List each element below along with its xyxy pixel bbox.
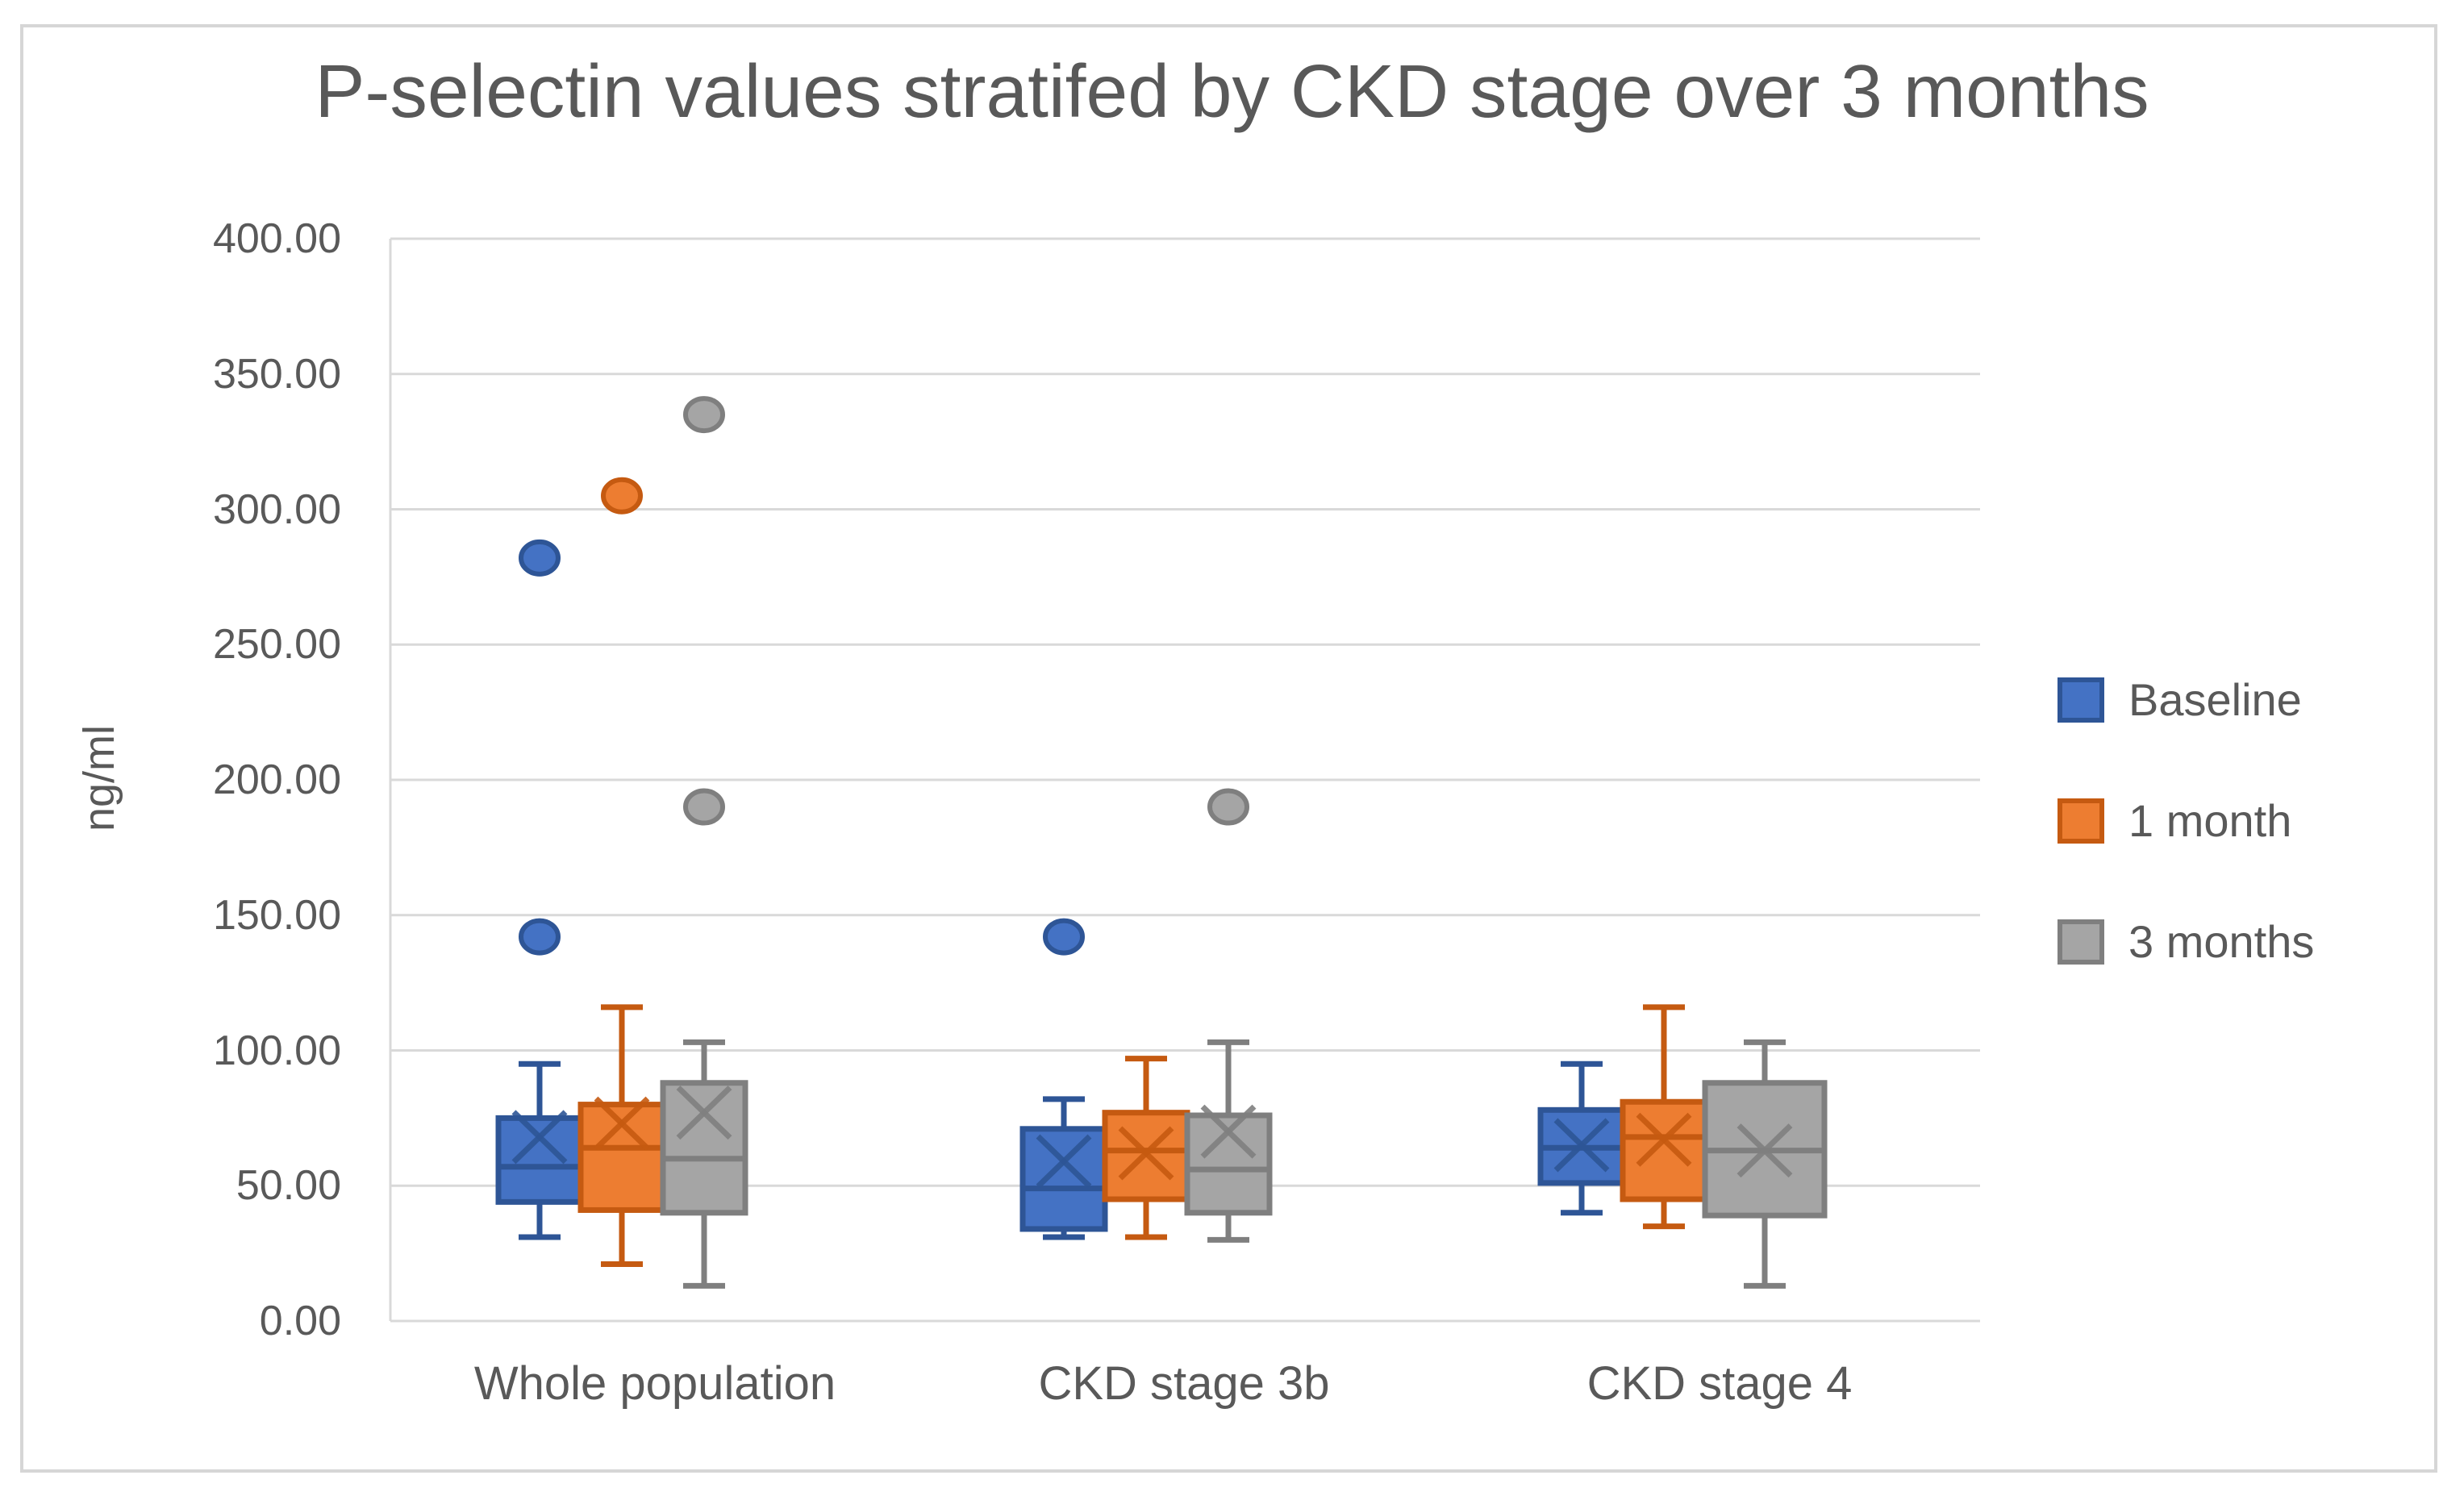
- iqr-box: [1620, 1098, 1708, 1202]
- boxplot-1-month-cat2: [1620, 1004, 1708, 1230]
- iqr-box: [495, 1115, 584, 1205]
- x-category-label: CKD stage 3b: [1038, 1357, 1330, 1410]
- legend-item-1-month: 1 month: [2058, 796, 2314, 846]
- legend: Baseline 1 month 3 months: [2058, 675, 2314, 1038]
- boxplot-3-months-cat1: [1184, 788, 1273, 1243]
- outlier-dot: [683, 396, 725, 434]
- chart-title: P-selectin values stratifed by CKD stage…: [315, 49, 2149, 133]
- mean-x-marker-icon: [1118, 1126, 1174, 1181]
- mean-x-marker-icon: [676, 1086, 732, 1140]
- boxplot-baseline-cat0: [495, 539, 584, 1240]
- boxplot-1-month-cat1: [1102, 1056, 1190, 1240]
- outlier-dot: [519, 539, 561, 577]
- y-tick-label: 50.00: [236, 1162, 341, 1210]
- y-tick-label: 400.00: [212, 215, 341, 262]
- mean-x-marker-icon: [1553, 1118, 1610, 1173]
- y-tick-label: 150.00: [212, 891, 341, 939]
- figure-border: [20, 24, 2437, 1473]
- iqr-box: [660, 1080, 748, 1216]
- outlier-dot: [601, 477, 643, 515]
- mean-x-marker-icon: [1036, 1134, 1092, 1189]
- legend-swatch-1-month-icon: [2058, 798, 2104, 844]
- boxplot-3-months-cat0: [660, 396, 748, 1289]
- legend-label-1-month: 1 month: [2128, 795, 2292, 846]
- mean-x-marker-icon: [1636, 1112, 1692, 1167]
- legend-item-3-months: 3 months: [2058, 917, 2314, 967]
- x-category-label: Whole population: [473, 1357, 836, 1410]
- outlier-dot: [1207, 788, 1249, 826]
- boxplot-baseline-cat1: [1019, 918, 1108, 1240]
- outlier-dot: [1043, 918, 1085, 956]
- legend-label-3-months: 3 months: [2128, 916, 2315, 967]
- y-tick-label: 200.00: [212, 756, 341, 803]
- boxplot-3-months-cat2: [1702, 1039, 1828, 1289]
- legend-label-baseline: Baseline: [2128, 674, 2302, 725]
- y-tick-label: 100.00: [212, 1027, 341, 1074]
- boxplot-baseline-cat2: [1537, 1061, 1626, 1216]
- mean-x-marker-icon: [1736, 1123, 1793, 1178]
- x-category-label: CKD stage 4: [1586, 1357, 1853, 1410]
- legend-item-baseline: Baseline: [2058, 675, 2314, 725]
- y-tick-label: 250.00: [212, 621, 341, 669]
- y-tick-label: 350.00: [212, 350, 341, 398]
- outlier-dot: [683, 788, 725, 826]
- legend-swatch-3-months-icon: [2058, 919, 2104, 965]
- mean-x-marker-icon: [594, 1096, 650, 1151]
- y-tick-label: 0.00: [259, 1298, 341, 1344]
- outlier-dot: [519, 918, 561, 956]
- iqr-box: [1019, 1126, 1108, 1232]
- mean-x-marker-icon: [511, 1110, 568, 1165]
- legend-swatch-baseline-icon: [2058, 677, 2104, 723]
- boxplot-1-month-cat0: [577, 477, 666, 1268]
- y-tick-label: 300.00: [212, 485, 341, 533]
- mean-x-marker-icon: [1200, 1104, 1257, 1159]
